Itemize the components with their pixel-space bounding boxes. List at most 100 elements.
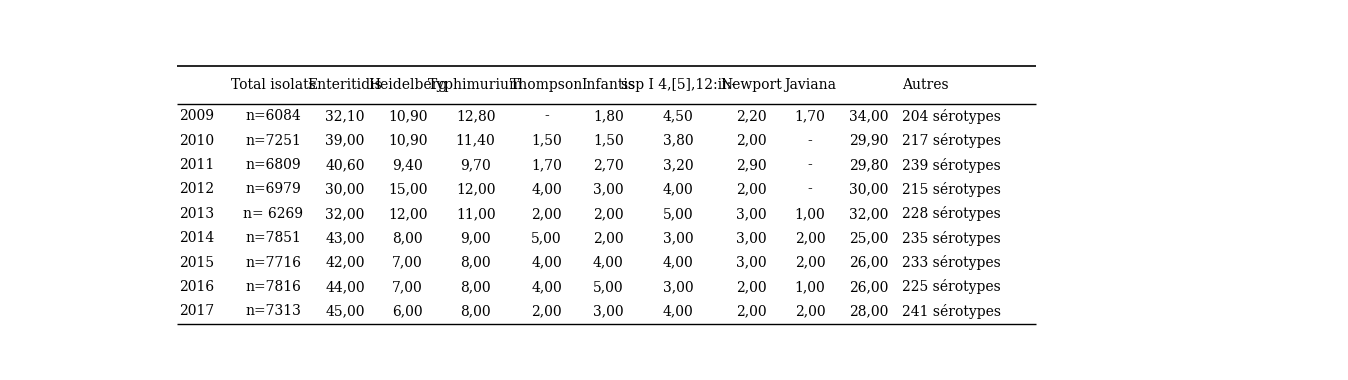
Text: 2012: 2012 bbox=[179, 182, 214, 196]
Text: 3,00: 3,00 bbox=[736, 207, 767, 221]
Text: 228 sérotypes: 228 sérotypes bbox=[902, 206, 1000, 221]
Text: 29,90: 29,90 bbox=[849, 134, 888, 148]
Text: 2,00: 2,00 bbox=[736, 182, 767, 196]
Text: -: - bbox=[545, 109, 549, 124]
Text: 26,00: 26,00 bbox=[849, 280, 888, 294]
Text: 1,80: 1,80 bbox=[593, 109, 624, 124]
Text: 2,00: 2,00 bbox=[794, 231, 825, 245]
Text: 12,00: 12,00 bbox=[388, 207, 427, 221]
Text: 25,00: 25,00 bbox=[849, 231, 888, 245]
Text: 10,90: 10,90 bbox=[388, 109, 427, 124]
Text: 8,00: 8,00 bbox=[392, 231, 423, 245]
Text: 32,00: 32,00 bbox=[849, 207, 888, 221]
Text: 8,00: 8,00 bbox=[460, 256, 491, 270]
Text: 4,00: 4,00 bbox=[531, 280, 562, 294]
Text: 12,00: 12,00 bbox=[456, 182, 496, 196]
Text: Autres: Autres bbox=[902, 78, 949, 92]
Text: 2,00: 2,00 bbox=[736, 280, 767, 294]
Text: 9,00: 9,00 bbox=[460, 231, 491, 245]
Text: 215 sérotypes: 215 sérotypes bbox=[902, 182, 1000, 197]
Text: 2,00: 2,00 bbox=[736, 134, 767, 148]
Text: 45,00: 45,00 bbox=[325, 304, 365, 318]
Text: 2013: 2013 bbox=[179, 207, 214, 221]
Text: n=6809: n=6809 bbox=[245, 158, 302, 172]
Text: 2017: 2017 bbox=[179, 304, 214, 318]
Text: -: - bbox=[807, 158, 813, 172]
Text: n=7716: n=7716 bbox=[245, 256, 302, 270]
Text: n=6979: n=6979 bbox=[245, 182, 302, 196]
Text: 3,00: 3,00 bbox=[736, 256, 767, 270]
Text: -: - bbox=[807, 134, 813, 148]
Text: 4,00: 4,00 bbox=[663, 182, 694, 196]
Text: 32,10: 32,10 bbox=[325, 109, 365, 124]
Text: Enteritidis: Enteritidis bbox=[307, 78, 383, 92]
Text: 2011: 2011 bbox=[179, 158, 214, 172]
Text: Typhimurium: Typhimurium bbox=[429, 78, 523, 92]
Text: 217 sérotypes: 217 sérotypes bbox=[902, 133, 1000, 148]
Text: 3,80: 3,80 bbox=[663, 134, 694, 148]
Text: 39,00: 39,00 bbox=[325, 134, 365, 148]
Text: 11,40: 11,40 bbox=[456, 134, 496, 148]
Text: 2016: 2016 bbox=[179, 280, 214, 294]
Text: 6,00: 6,00 bbox=[392, 304, 423, 318]
Text: 225 sérotypes: 225 sérotypes bbox=[902, 280, 1000, 294]
Text: 241 sérotypes: 241 sérotypes bbox=[902, 304, 1000, 319]
Text: 2,00: 2,00 bbox=[531, 207, 562, 221]
Text: 7,00: 7,00 bbox=[392, 280, 423, 294]
Text: 15,00: 15,00 bbox=[388, 182, 427, 196]
Text: 3,00: 3,00 bbox=[736, 231, 767, 245]
Text: 4,00: 4,00 bbox=[663, 256, 694, 270]
Text: ssp I 4,[5],12:ii:-: ssp I 4,[5],12:ii:- bbox=[621, 78, 736, 92]
Text: 30,00: 30,00 bbox=[849, 182, 888, 196]
Text: 2014: 2014 bbox=[179, 231, 214, 245]
Text: 1,00: 1,00 bbox=[794, 280, 825, 294]
Text: 26,00: 26,00 bbox=[849, 256, 888, 270]
Text: 2,00: 2,00 bbox=[531, 304, 562, 318]
Text: 8,00: 8,00 bbox=[460, 280, 491, 294]
Text: 32,00: 32,00 bbox=[325, 207, 365, 221]
Text: Newport: Newport bbox=[721, 78, 782, 92]
Text: 2,70: 2,70 bbox=[593, 158, 624, 172]
Text: 10,90: 10,90 bbox=[388, 134, 427, 148]
Text: 5,00: 5,00 bbox=[593, 280, 624, 294]
Text: 235 sérotypes: 235 sérotypes bbox=[902, 231, 1000, 246]
Text: 4,00: 4,00 bbox=[531, 182, 562, 196]
Text: 3,00: 3,00 bbox=[663, 231, 694, 245]
Text: 239 sérotypes: 239 sérotypes bbox=[902, 158, 1000, 173]
Text: 12,80: 12,80 bbox=[456, 109, 496, 124]
Text: 9,70: 9,70 bbox=[460, 158, 491, 172]
Text: 2010: 2010 bbox=[179, 134, 214, 148]
Text: 2009: 2009 bbox=[179, 109, 214, 124]
Text: 4,00: 4,00 bbox=[663, 304, 694, 318]
Text: 8,00: 8,00 bbox=[460, 304, 491, 318]
Text: 43,00: 43,00 bbox=[325, 231, 365, 245]
Text: 11,00: 11,00 bbox=[456, 207, 496, 221]
Text: 2015: 2015 bbox=[179, 256, 214, 270]
Text: 2,00: 2,00 bbox=[794, 256, 825, 270]
Text: Total isolats: Total isolats bbox=[231, 78, 315, 92]
Text: 29,80: 29,80 bbox=[849, 158, 888, 172]
Text: 2,00: 2,00 bbox=[593, 231, 624, 245]
Text: 5,00: 5,00 bbox=[531, 231, 562, 245]
Text: 1,00: 1,00 bbox=[794, 207, 825, 221]
Text: Javiana: Javiana bbox=[785, 78, 836, 92]
Text: 204 sérotypes: 204 sérotypes bbox=[902, 109, 1000, 124]
Text: 7,00: 7,00 bbox=[392, 256, 423, 270]
Text: n= 6269: n= 6269 bbox=[244, 207, 303, 221]
Text: n=6084: n=6084 bbox=[245, 109, 302, 124]
Text: 4,50: 4,50 bbox=[663, 109, 694, 124]
Text: 30,00: 30,00 bbox=[325, 182, 365, 196]
Text: 2,00: 2,00 bbox=[794, 304, 825, 318]
Text: n=7313: n=7313 bbox=[245, 304, 302, 318]
Text: 1,50: 1,50 bbox=[531, 134, 562, 148]
Text: 2,20: 2,20 bbox=[736, 109, 767, 124]
Text: n=7851: n=7851 bbox=[245, 231, 302, 245]
Text: 1,70: 1,70 bbox=[794, 109, 825, 124]
Text: n=7816: n=7816 bbox=[245, 280, 302, 294]
Text: 28,00: 28,00 bbox=[849, 304, 888, 318]
Text: 2,00: 2,00 bbox=[593, 207, 624, 221]
Text: 4,00: 4,00 bbox=[593, 256, 624, 270]
Text: -: - bbox=[807, 182, 813, 196]
Text: 3,00: 3,00 bbox=[593, 182, 624, 196]
Text: 44,00: 44,00 bbox=[325, 280, 365, 294]
